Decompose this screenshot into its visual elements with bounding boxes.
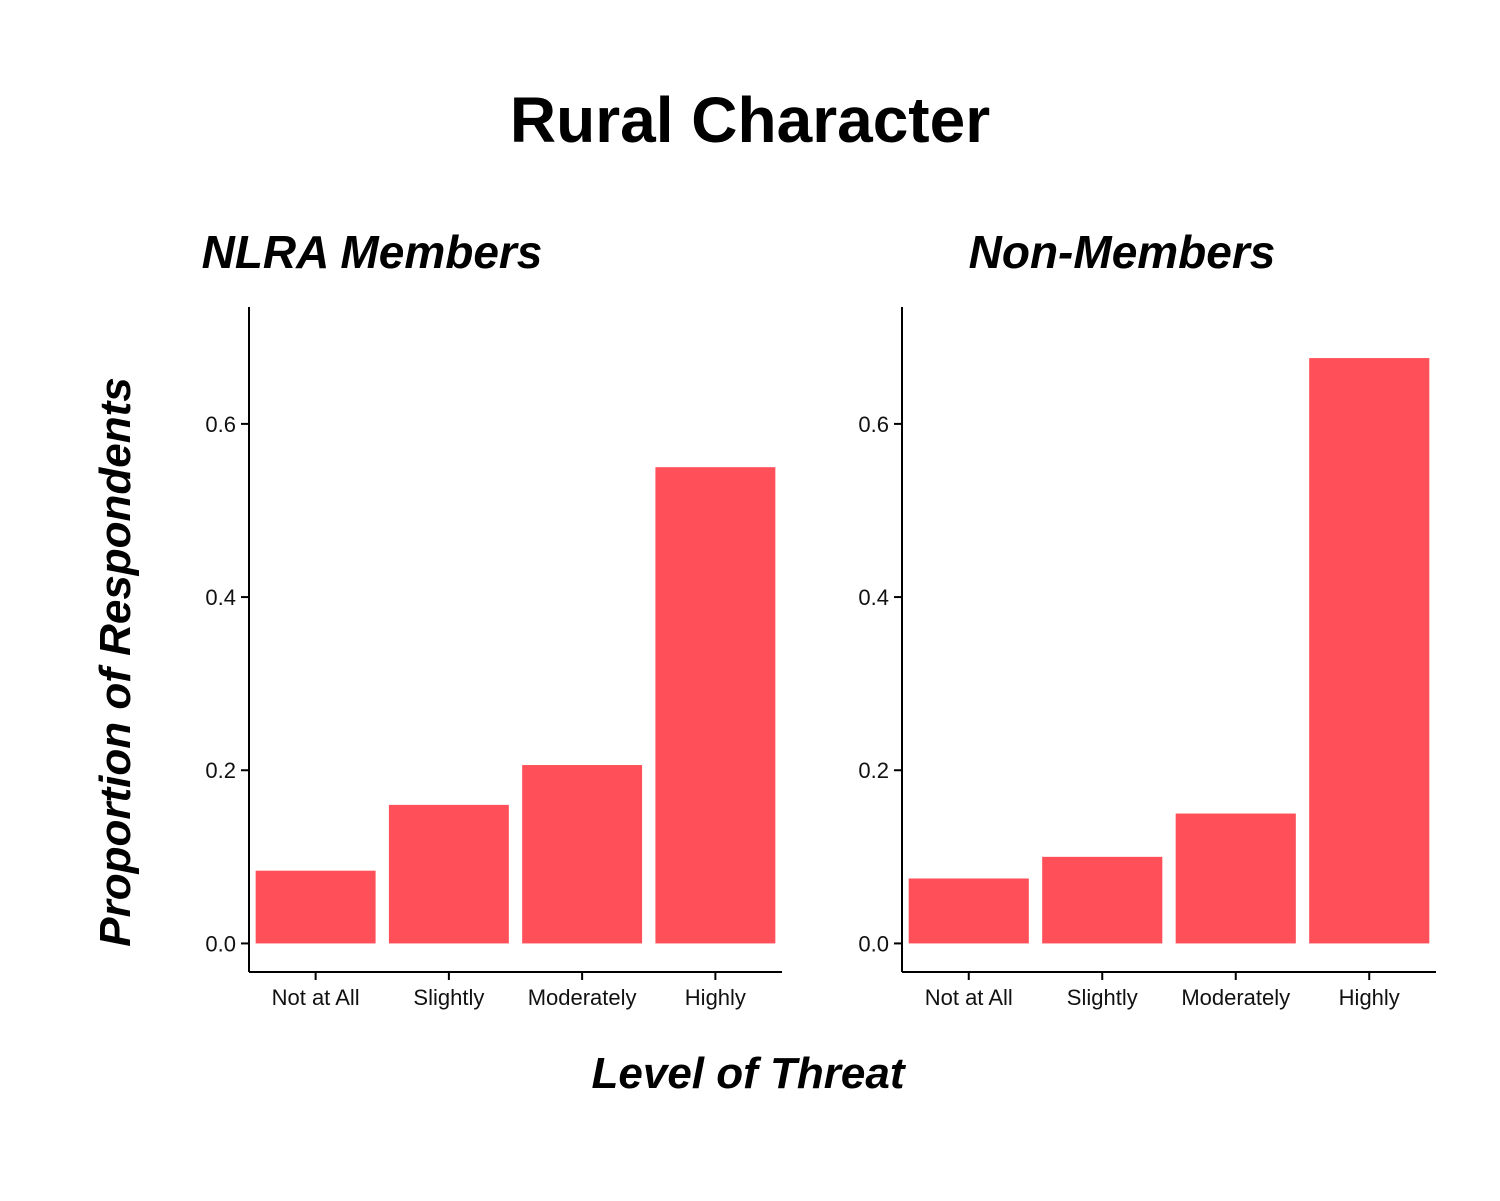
bar-slightly — [1042, 856, 1163, 944]
x-tick-label: Not at All — [925, 985, 1013, 1010]
x-tick-label: Moderately — [1181, 985, 1290, 1010]
bar-highly — [655, 467, 776, 944]
y-tick-label: 0.0 — [205, 931, 236, 956]
x-tick-label: Highly — [1339, 985, 1400, 1010]
x-axis-label: Level of Threat — [592, 1049, 907, 1098]
x-tick-label: Slightly — [413, 985, 484, 1010]
y-tick-label: 0.4 — [858, 585, 889, 610]
bar-not-at-all — [255, 870, 376, 944]
panels-group: NLRA Members 0.0 0.2 0.4 0.6 Not at All Slight… — [202, 226, 1436, 1010]
y-axis-label: Proportion of Respondents — [91, 377, 140, 947]
bar-slightly — [388, 804, 509, 944]
panel-title: NLRA Members — [202, 226, 543, 278]
bar-moderately — [1175, 813, 1296, 944]
bar-moderately — [522, 765, 643, 944]
panel-1: NLRA Members 0.0 0.2 0.4 0.6 Not at All Slight… — [202, 226, 782, 1010]
panel-2: Non-Members 0.0 0.2 0.4 0.6 Not at All Slightl… — [858, 226, 1436, 1010]
y-tick-label: 0.6 — [205, 412, 236, 437]
y-tick-label: 0.4 — [205, 585, 236, 610]
y-tick-label: 0.2 — [205, 758, 236, 783]
bar-not-at-all — [908, 878, 1029, 944]
y-tick-label: 0.2 — [858, 758, 889, 783]
y-tick-label: 0.6 — [858, 412, 889, 437]
panel-title: Non-Members — [969, 226, 1276, 278]
x-tick-label: Not at All — [272, 985, 360, 1010]
x-tick-label: Moderately — [528, 985, 637, 1010]
x-tick-label: Highly — [685, 985, 746, 1010]
bar-highly — [1309, 358, 1430, 944]
x-tick-label: Slightly — [1067, 985, 1138, 1010]
chart-title: Rural Character — [510, 84, 990, 156]
y-tick-label: 0.0 — [858, 931, 889, 956]
